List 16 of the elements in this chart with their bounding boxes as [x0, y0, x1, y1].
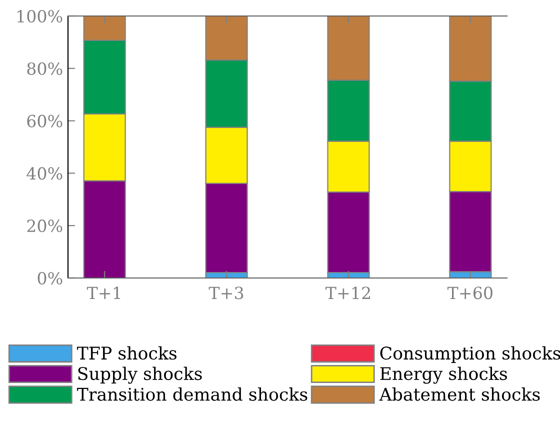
x-tick-label: T+60	[447, 286, 492, 300]
y-tick-label: 0%	[38, 272, 62, 285]
legend-label: Energy shocks	[380, 366, 507, 384]
legend-label: Consumption shocks	[380, 346, 560, 364]
x-tick-label: T+3	[208, 286, 244, 300]
legend-label: Transition demand shocks	[77, 387, 308, 401]
y-tick-label: 40%	[26, 167, 62, 180]
x-tick-label: T+12	[325, 286, 370, 299]
y-tick-label: 100%	[18, 10, 62, 23]
y-tick-label: 80%	[27, 62, 62, 75]
y-tick-label: 20%	[27, 220, 62, 232]
y-tick-label: 60%	[27, 114, 62, 128]
legend-label: TFP shocks	[77, 346, 176, 360]
x-tick-label: T+1	[86, 286, 120, 299]
legend-label: Supply shocks	[78, 366, 202, 384]
legend-label: Abatement shocks	[379, 387, 540, 401]
